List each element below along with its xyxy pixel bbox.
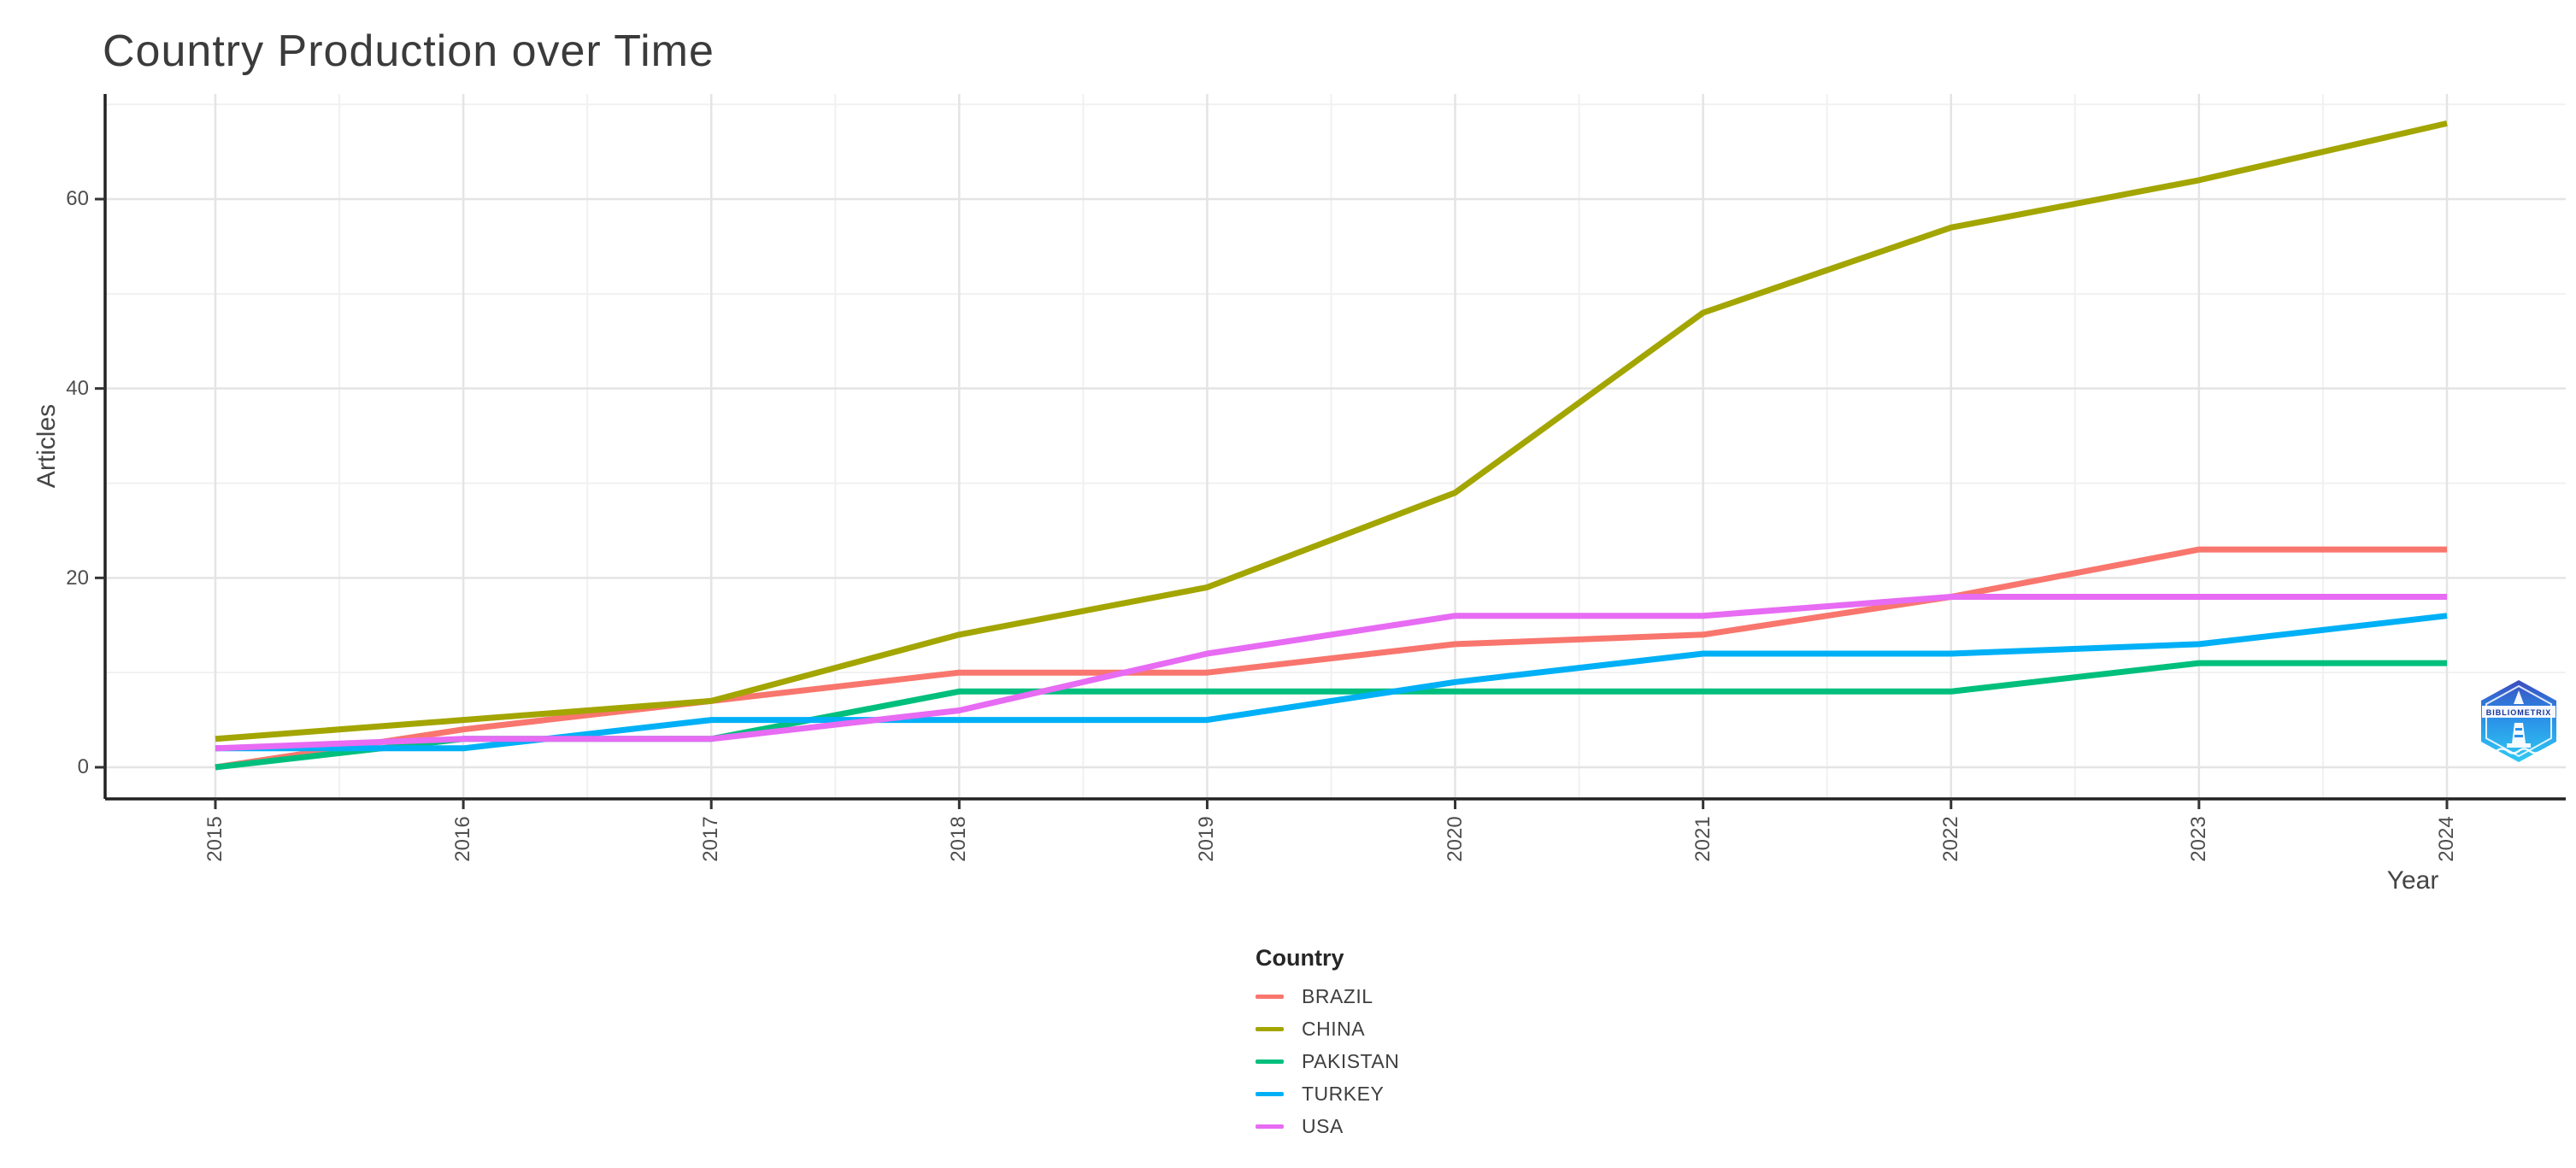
- x-tick-label: 2018: [947, 816, 970, 862]
- legend: Country BRAZIL CHINA PAKISTAN TURKEY USA: [1256, 945, 1399, 1142]
- legend-label: PAKISTAN: [1302, 1049, 1400, 1072]
- legend-label: TURKEY: [1302, 1082, 1385, 1105]
- logo-hexagon: [2481, 680, 2556, 762]
- x-tick-label: 2020: [1444, 816, 1467, 862]
- legend-key-pakistan: [1256, 1059, 1284, 1064]
- axes: [103, 94, 2566, 801]
- x-axis-title: Year: [2386, 866, 2439, 895]
- logo-inner-border: [2485, 684, 2552, 758]
- legend-item-china: CHINA: [1256, 1012, 1399, 1045]
- x-tick-label: 2017: [699, 816, 722, 862]
- logo-lighthouse-base: [2507, 743, 2531, 748]
- legend-key-turkey: [1256, 1091, 1284, 1096]
- series-line-brazil: [215, 546, 2447, 771]
- y-tick-label: 60: [66, 187, 89, 210]
- chart-title: Country Production over Time: [103, 26, 715, 76]
- y-tick-label: 0: [77, 755, 89, 778]
- logo-beacon-icon: [2514, 690, 2524, 704]
- logo-wordmark: BIBLIOMETRIX: [2486, 708, 2552, 717]
- x-tick-label: 2022: [1939, 816, 1962, 862]
- legend-label: CHINA: [1302, 1017, 1366, 1040]
- series-line-usa: [215, 594, 2447, 752]
- series-line-china: [215, 120, 2448, 742]
- logo-band: [2482, 706, 2555, 718]
- legend-key-china: [1256, 1026, 1284, 1031]
- bibliometrix-logo: BIBLIOMETRIX: [2481, 680, 2556, 762]
- legend-item-turkey: TURKEY: [1256, 1077, 1399, 1110]
- data-series: [215, 120, 2448, 771]
- legend-item-usa: USA: [1256, 1110, 1399, 1142]
- logo-lighthouse-stripe: [2515, 728, 2522, 731]
- legend-item-pakistan: PAKISTAN: [1256, 1045, 1399, 1077]
- x-tick-label: 2015: [203, 816, 226, 862]
- x-tick-label: 2023: [2187, 816, 2210, 862]
- logo-waves: [2496, 748, 2542, 754]
- x-tick-label: 2021: [1691, 816, 1714, 862]
- legend-label: BRAZIL: [1302, 984, 1373, 1007]
- legend-title: Country: [1256, 945, 1344, 971]
- y-axis-title: Articles: [32, 403, 61, 489]
- legend-key-brazil: [1256, 994, 1284, 999]
- series-line-turkey: [215, 613, 2448, 752]
- x-tick-label: 2024: [2435, 816, 2458, 862]
- x-tick-label: 2019: [1195, 816, 1218, 862]
- legend-item-brazil: BRAZIL: [1256, 980, 1399, 1012]
- legend-key-usa: [1256, 1124, 1284, 1129]
- y-tick-label: 20: [66, 566, 89, 590]
- logo-lighthouse-stripe: [2514, 735, 2523, 737]
- x-tick-label: 2016: [451, 816, 474, 862]
- y-tick-label: 40: [66, 377, 89, 400]
- tick-marks: [95, 197, 2449, 809]
- legend-label: USA: [1302, 1114, 1344, 1137]
- minor-gridlines: [105, 94, 2566, 799]
